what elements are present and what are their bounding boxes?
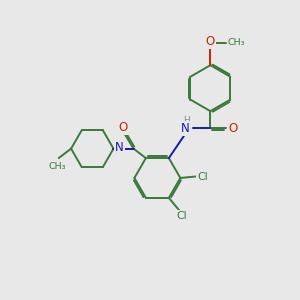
Text: O: O	[206, 35, 215, 48]
Text: N: N	[115, 141, 124, 154]
Text: CH₃: CH₃	[227, 38, 245, 47]
Text: H: H	[184, 116, 190, 125]
Text: N: N	[180, 122, 189, 135]
Text: O: O	[118, 121, 128, 134]
Text: CH₃: CH₃	[49, 162, 66, 171]
Text: Cl: Cl	[197, 172, 208, 182]
Text: O: O	[228, 122, 238, 135]
Text: Cl: Cl	[177, 211, 188, 221]
